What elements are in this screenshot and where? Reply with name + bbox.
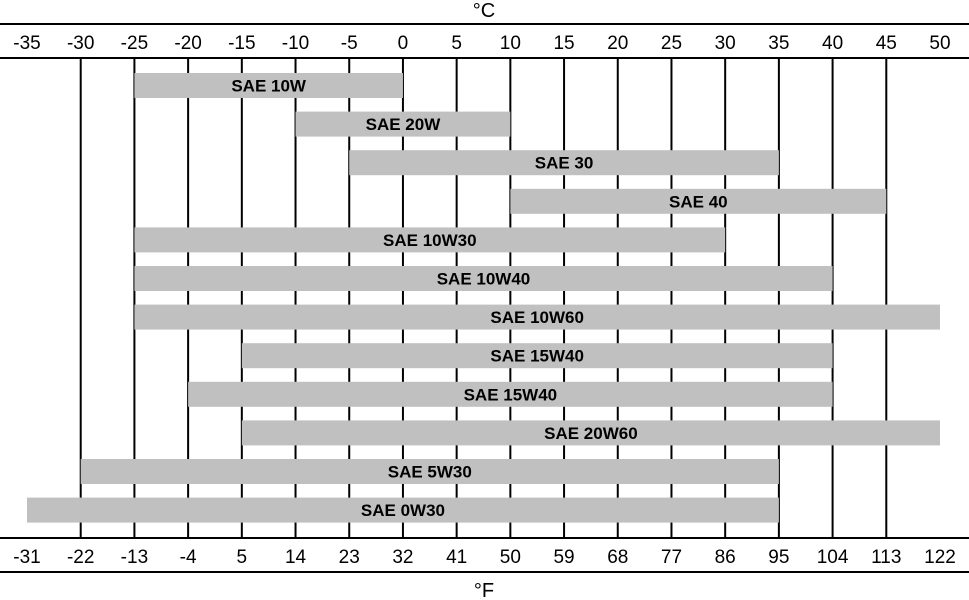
- viscosity-bar: [134, 304, 941, 330]
- fahrenheit-tick-label: 14: [285, 547, 307, 568]
- celsius-tick-label: 25: [661, 33, 682, 54]
- fahrenheit-tick-label: 5: [237, 547, 248, 568]
- axis-frame: [0, 23, 969, 573]
- celsius-tick-label: 40: [822, 33, 843, 54]
- fahrenheit-tick-label: 32: [392, 547, 413, 568]
- celsius-tick-label: -25: [121, 33, 148, 54]
- viscosity-bar: [188, 381, 833, 407]
- fahrenheit-tick-label: -31: [13, 547, 40, 568]
- celsius-tick-label: 20: [607, 33, 628, 54]
- fahrenheit-tick-label: -4: [180, 547, 197, 568]
- fahrenheit-tick-label: 95: [768, 547, 789, 568]
- fahrenheit-tick-label: -13: [121, 547, 148, 568]
- viscosity-bar: [295, 111, 511, 137]
- celsius-tick-label: -15: [228, 33, 255, 54]
- celsius-tick-label: 50: [929, 33, 950, 54]
- fahrenheit-tick-labels: -31 -22 -13 -4 5 14 23 32 41 50 59 68 77 86 95 104 113 12…: [13, 547, 956, 568]
- fahrenheit-tick-label: 77: [661, 547, 682, 568]
- bar-label: SAE 0W30: [361, 501, 445, 520]
- celsius-tick-label: 0: [398, 33, 409, 54]
- bar-label: SAE 10W30: [383, 231, 477, 250]
- bar-label: SAE 40: [669, 192, 728, 211]
- fahrenheit-tick-label: 113: [871, 547, 901, 568]
- viscosity-bar: [241, 343, 833, 369]
- fahrenheit-tick-label: 50: [500, 547, 521, 568]
- fahrenheit-axis-unit: °F: [474, 580, 494, 600]
- celsius-tick-label: -10: [282, 33, 309, 54]
- celsius-tick-label: 5: [451, 33, 462, 54]
- fahrenheit-tick-label: 41: [446, 547, 467, 568]
- fahrenheit-tick-label: 104: [817, 547, 849, 568]
- celsius-tick-labels: -35 -30 -25 -20 -15 -10 -5 0 5 10 15 20 25 30 35 40 45 50: [13, 33, 950, 54]
- viscosity-bar: [349, 150, 779, 176]
- viscosity-bar: [134, 266, 833, 291]
- fahrenheit-tick-label: 23: [339, 547, 360, 568]
- viscosity-bar: [134, 73, 403, 98]
- viscosity-bar: [80, 459, 779, 484]
- viscosity-bars: SAE 10W SAE 20W SAE 30 SAE 40 SAE 10W30 SAE 1…: [27, 73, 941, 523]
- fahrenheit-tick-label: 86: [715, 547, 736, 568]
- celsius-tick-label: 45: [876, 33, 897, 54]
- fahrenheit-tick-label: 122: [924, 547, 956, 568]
- celsius-axis-unit: °C: [473, 0, 495, 22]
- bar-label: SAE 15W40: [490, 347, 584, 366]
- fahrenheit-tick-label: 68: [607, 547, 628, 568]
- fahrenheit-tick-label: 59: [553, 547, 574, 568]
- viscosity-bar: [510, 188, 887, 214]
- celsius-tick-label: 15: [553, 33, 574, 54]
- bar-label: SAE 15W40: [464, 385, 558, 404]
- celsius-tick-label: 35: [768, 33, 789, 54]
- bar-label: SAE 20W60: [544, 424, 638, 443]
- bar-label: SAE 10W: [231, 77, 307, 96]
- viscosity-bar: [134, 227, 726, 253]
- bar-label: SAE 10W60: [490, 308, 584, 327]
- bar-label: SAE 30: [535, 154, 594, 173]
- celsius-tick-label: -20: [174, 33, 201, 54]
- bar-label: SAE 20W: [366, 115, 442, 134]
- viscosity-bar: [27, 497, 779, 523]
- celsius-tick-label: -30: [67, 33, 94, 54]
- celsius-tick-label: 30: [715, 33, 736, 54]
- celsius-tick-label: -5: [341, 33, 358, 54]
- celsius-tick-label: 10: [500, 33, 521, 54]
- fahrenheit-tick-label: -22: [67, 547, 94, 568]
- celsius-tick-label: -35: [13, 33, 40, 54]
- viscosity-bar: [241, 420, 940, 446]
- bar-label: SAE 10W40: [437, 270, 531, 289]
- bar-label: SAE 5W30: [388, 463, 472, 482]
- grid-lines: [79, 58, 888, 538]
